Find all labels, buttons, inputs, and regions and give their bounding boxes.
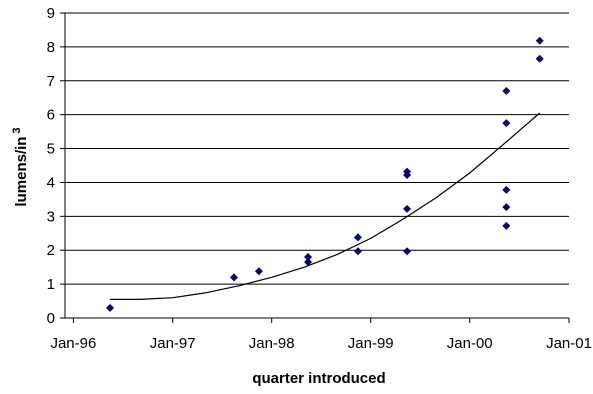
y-tick-label-3: 3 (47, 208, 55, 225)
y-axis-title: lumens/in 3 (11, 127, 30, 206)
data-point (229, 273, 238, 282)
y-tick-label-5: 5 (47, 141, 55, 158)
y-tick-label-1: 1 (47, 276, 55, 293)
gridlines (65, 12, 569, 285)
axes (60, 12, 570, 323)
data-point (353, 247, 362, 256)
y-axis-title-superscript: 3 (11, 127, 23, 133)
x-tick-label-Jan-96: Jan-96 (50, 335, 96, 352)
y-tick-label-2: 2 (47, 242, 55, 259)
y-tick-label-8: 8 (47, 39, 55, 56)
x-axis-title: quarter introduced (252, 370, 385, 387)
data-points (106, 36, 544, 312)
data-point (502, 185, 511, 194)
data-point (502, 119, 511, 128)
x-tick-label-Jan-01: Jan-01 (546, 335, 592, 352)
y-axis-title-text: lumens/in (13, 137, 30, 207)
data-point (254, 267, 263, 276)
trendline-layer (110, 112, 541, 300)
y-tick-label-6: 6 (47, 107, 55, 124)
data-point (304, 253, 313, 261)
data-point (353, 233, 362, 242)
y-tick-label-7: 7 (47, 73, 55, 90)
y-tick-label-4: 4 (47, 174, 55, 191)
data-point (304, 258, 313, 267)
x-tick-label-Jan-97: Jan-97 (150, 335, 196, 352)
x-tick-label-Jan-00: Jan-00 (447, 335, 493, 352)
trendline (110, 112, 541, 300)
data-point (106, 303, 115, 312)
data-point (403, 204, 412, 213)
data-point (535, 54, 544, 63)
y-tick-label-9: 9 (47, 5, 55, 22)
x-tick-label-Jan-98: Jan-98 (249, 335, 295, 352)
data-point (535, 36, 544, 45)
y-tick-label-0: 0 (47, 310, 55, 327)
data-point (502, 203, 511, 212)
data-point (502, 86, 511, 95)
data-point (502, 221, 511, 230)
data-point (403, 167, 412, 176)
data-point (403, 247, 412, 256)
tick-labels: 0 1 2 3 4 5 6 7 8 9 Jan-96 Jan-97 Jan-98 Jan-99 Jan-00… (47, 5, 592, 352)
x-tick-label-Jan-99: Jan-99 (348, 335, 394, 352)
